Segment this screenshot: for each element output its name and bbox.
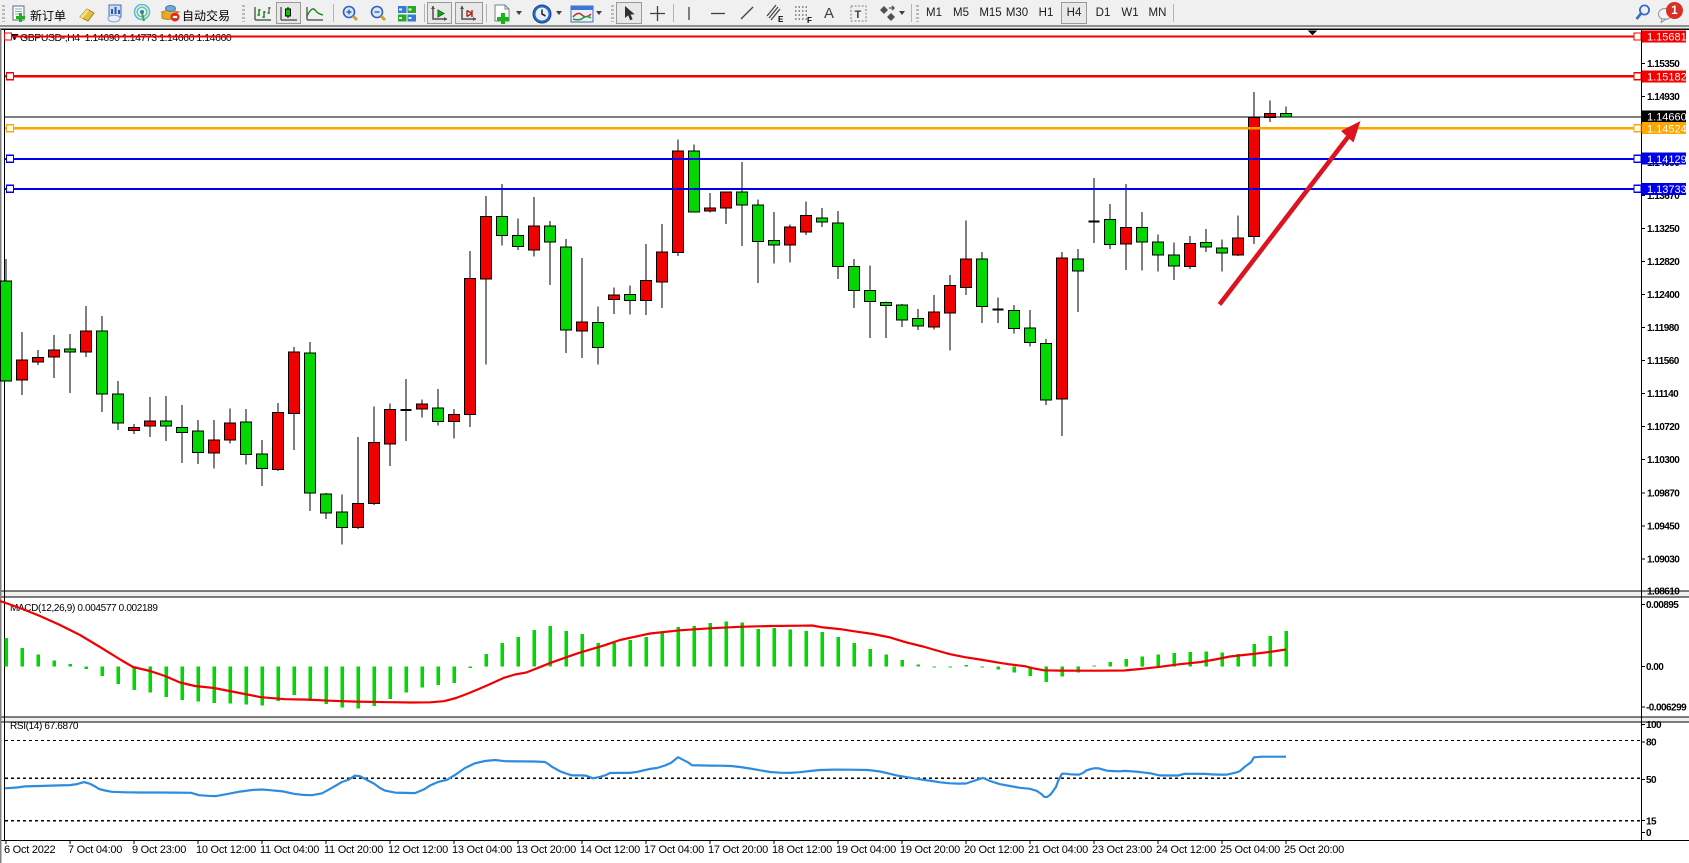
svg-text:13 Oct 20:00: 13 Oct 20:00	[516, 844, 576, 856]
svg-text:1.14930: 1.14930	[1647, 92, 1680, 103]
svg-text:50: 50	[1646, 775, 1657, 786]
svg-text:1.08610: 1.08610	[1647, 587, 1680, 598]
svg-text:1.11560: 1.11560	[1647, 356, 1680, 367]
svg-text:1.10300: 1.10300	[1647, 455, 1680, 466]
svg-text:1.12400: 1.12400	[1647, 290, 1680, 301]
svg-text:9 Oct 23:00: 9 Oct 23:00	[132, 844, 186, 856]
svg-text:19 Oct 20:00: 19 Oct 20:00	[900, 844, 960, 856]
svg-text:1.14524: 1.14524	[1647, 123, 1687, 135]
svg-text:24 Oct 12:00: 24 Oct 12:00	[1156, 844, 1216, 856]
svg-text:1.13733: 1.13733	[1647, 184, 1687, 196]
svg-text:GBPUSD-,H4 1.14690 1.14773 1.: GBPUSD-,H4 1.14690 1.14773 1.14660 1.146…	[20, 32, 232, 44]
svg-text:7 Oct 04:00: 7 Oct 04:00	[68, 844, 122, 856]
svg-text:80: 80	[1646, 738, 1657, 749]
svg-text:17 Oct 04:00: 17 Oct 04:00	[644, 844, 704, 856]
svg-text:E: E	[778, 15, 784, 24]
svg-text:1.13670: 1.13670	[1647, 191, 1680, 202]
svg-text:15: 15	[1646, 816, 1657, 827]
svg-text:1.13250: 1.13250	[1647, 224, 1680, 235]
svg-text:1.12820: 1.12820	[1647, 257, 1680, 268]
svg-text:12 Oct 12:00: 12 Oct 12:00	[388, 844, 448, 856]
svg-text:13 Oct 04:00: 13 Oct 04:00	[452, 844, 512, 856]
svg-text:25 Oct 04:00: 25 Oct 04:00	[1220, 844, 1280, 856]
svg-text:11 Oct 20:00: 11 Oct 20:00	[324, 844, 383, 856]
svg-text:23 Oct 23:00: 23 Oct 23:00	[1092, 844, 1152, 856]
svg-text:1.14129: 1.14129	[1647, 154, 1687, 166]
svg-text:MACD(12,26,9) 0.004577 0.00218: MACD(12,26,9) 0.004577 0.002189	[10, 603, 158, 614]
svg-text:100: 100	[1646, 720, 1662, 731]
svg-text:1.14660: 1.14660	[1647, 112, 1687, 124]
svg-text:1.11140: 1.11140	[1647, 389, 1679, 400]
svg-text:0: 0	[1646, 828, 1652, 839]
svg-text:18 Oct 12:00: 18 Oct 12:00	[772, 844, 832, 856]
svg-text:1.15350: 1.15350	[1647, 59, 1680, 70]
svg-text:21 Oct 04:00: 21 Oct 04:00	[1028, 844, 1088, 856]
svg-text:1.11980: 1.11980	[1647, 323, 1680, 334]
svg-text:6 Oct 2022: 6 Oct 2022	[4, 844, 55, 856]
svg-text:19 Oct 04:00: 19 Oct 04:00	[836, 844, 896, 856]
svg-text:14 Oct 12:00: 14 Oct 12:00	[580, 844, 640, 856]
svg-text:1.10720: 1.10720	[1647, 422, 1680, 433]
svg-text:1.09450: 1.09450	[1647, 522, 1680, 533]
svg-text:F: F	[807, 16, 812, 24]
svg-text:1.09030: 1.09030	[1647, 555, 1680, 566]
svg-text:0.00: 0.00	[1646, 662, 1664, 673]
svg-text:T: T	[855, 9, 862, 21]
svg-text:1.15681: 1.15681	[1647, 32, 1687, 44]
svg-text:1.09870: 1.09870	[1647, 489, 1680, 500]
svg-text:20 Oct 12:00: 20 Oct 12:00	[964, 844, 1024, 856]
svg-text:0.00895: 0.00895	[1646, 600, 1679, 611]
svg-text:1.15182: 1.15182	[1647, 72, 1687, 84]
svg-text:10 Oct 12:00: 10 Oct 12:00	[196, 844, 256, 856]
svg-text:11 Oct 04:00: 11 Oct 04:00	[260, 844, 319, 856]
svg-text:17 Oct 20:00: 17 Oct 20:00	[708, 844, 768, 856]
svg-text:RSI(14) 67.6870: RSI(14) 67.6870	[10, 721, 79, 732]
svg-text:-0.006299: -0.006299	[1646, 703, 1687, 714]
svg-text:25 Oct 20:00: 25 Oct 20:00	[1284, 844, 1344, 856]
